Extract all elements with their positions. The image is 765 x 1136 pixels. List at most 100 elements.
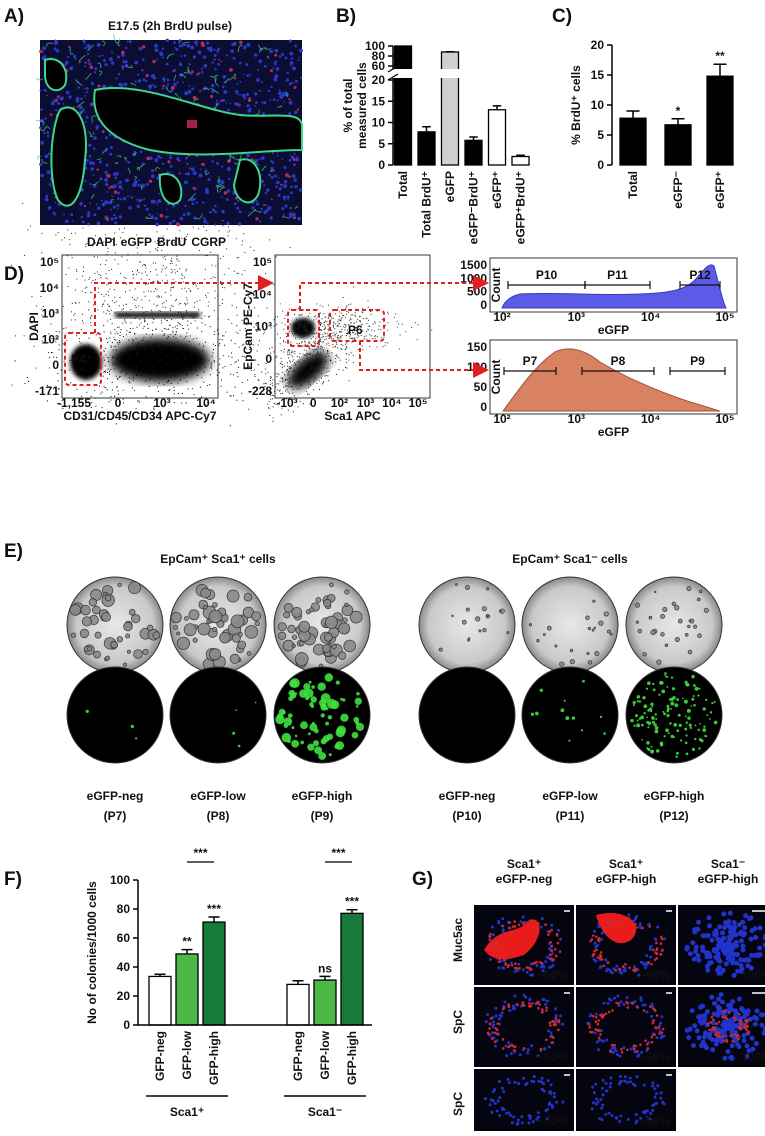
- event: [306, 350, 307, 351]
- colony: [124, 622, 133, 631]
- event: [91, 292, 92, 293]
- event: [326, 344, 327, 345]
- nucleus: [143, 198, 145, 200]
- event: [319, 367, 320, 368]
- event: [197, 375, 198, 376]
- stain: [635, 969, 638, 972]
- event: [148, 328, 149, 329]
- event: [302, 345, 303, 346]
- event: [199, 344, 200, 345]
- well-gate: (P10): [452, 809, 481, 823]
- well: [626, 577, 722, 673]
- colony: [702, 728, 706, 732]
- event: [56, 357, 57, 358]
- nucleus: [184, 91, 188, 95]
- nucleus: [117, 204, 120, 207]
- nucleus: [88, 144, 91, 147]
- stain: [550, 957, 553, 960]
- nucleus: [275, 49, 279, 53]
- significance: **: [182, 935, 192, 949]
- event: [92, 222, 93, 223]
- colony: [288, 625, 296, 633]
- nucleus: [55, 109, 57, 111]
- event: [276, 324, 277, 325]
- event: [158, 361, 159, 362]
- colony: [672, 602, 676, 606]
- stain: [609, 1050, 612, 1053]
- event: [145, 381, 146, 382]
- colony: [309, 681, 312, 684]
- event: [279, 391, 280, 392]
- nucleus: [757, 925, 762, 930]
- y-tick-label: 0: [597, 158, 604, 172]
- event: [149, 221, 150, 222]
- event: [161, 271, 162, 272]
- event: [171, 295, 172, 296]
- colony: [338, 652, 346, 660]
- nucleus: [721, 968, 726, 973]
- nucleus: [152, 84, 154, 86]
- nucleus: [650, 1015, 653, 1018]
- gate-bracket: [508, 281, 585, 289]
- nucleus: [115, 177, 118, 180]
- nucleus: [692, 1023, 697, 1028]
- nucleus: [102, 55, 104, 57]
- event: [218, 334, 219, 335]
- nucleus: [289, 39, 292, 42]
- event: [310, 369, 311, 370]
- nucleus: [278, 194, 281, 197]
- event: [269, 401, 270, 402]
- event: [119, 305, 120, 306]
- nucleus: [740, 943, 745, 948]
- event: [199, 250, 200, 251]
- nucleus: [729, 1056, 734, 1061]
- event: [326, 375, 327, 376]
- nucleus: [110, 209, 112, 211]
- event: [300, 337, 301, 338]
- event: [85, 288, 86, 289]
- colony: [355, 698, 362, 705]
- event: [320, 322, 321, 323]
- event: [173, 364, 174, 365]
- nucleus: [149, 180, 152, 183]
- stain: [601, 1016, 604, 1019]
- event: [172, 263, 173, 264]
- event: [285, 333, 286, 334]
- nucleus: [170, 171, 172, 173]
- event: [325, 356, 326, 357]
- event: [112, 239, 113, 240]
- nucleus: [513, 994, 516, 997]
- event: [154, 371, 155, 372]
- event: [109, 311, 110, 312]
- colony: [689, 723, 692, 726]
- event: [141, 375, 142, 376]
- event: [154, 344, 155, 345]
- event: [271, 377, 272, 378]
- event: [137, 269, 138, 270]
- event: [187, 299, 188, 300]
- event: [187, 234, 188, 235]
- nucleus: [299, 188, 302, 191]
- nucleus: [739, 938, 744, 943]
- event: [228, 232, 229, 233]
- event: [109, 306, 110, 307]
- colony: [695, 687, 699, 691]
- event: [289, 350, 290, 351]
- event: [187, 321, 188, 322]
- nucleus: [656, 1036, 659, 1039]
- event: [147, 324, 148, 325]
- event: [79, 338, 80, 339]
- event: [186, 332, 187, 333]
- event: [238, 367, 239, 368]
- event: [60, 404, 61, 405]
- nucleus: [720, 936, 725, 941]
- event: [297, 388, 298, 389]
- event: [185, 336, 186, 337]
- nucleus: [512, 1005, 515, 1008]
- event: [260, 217, 261, 218]
- error-bar: [672, 119, 685, 125]
- event: [103, 304, 104, 305]
- nucleus: [548, 1045, 551, 1048]
- event: [305, 354, 306, 355]
